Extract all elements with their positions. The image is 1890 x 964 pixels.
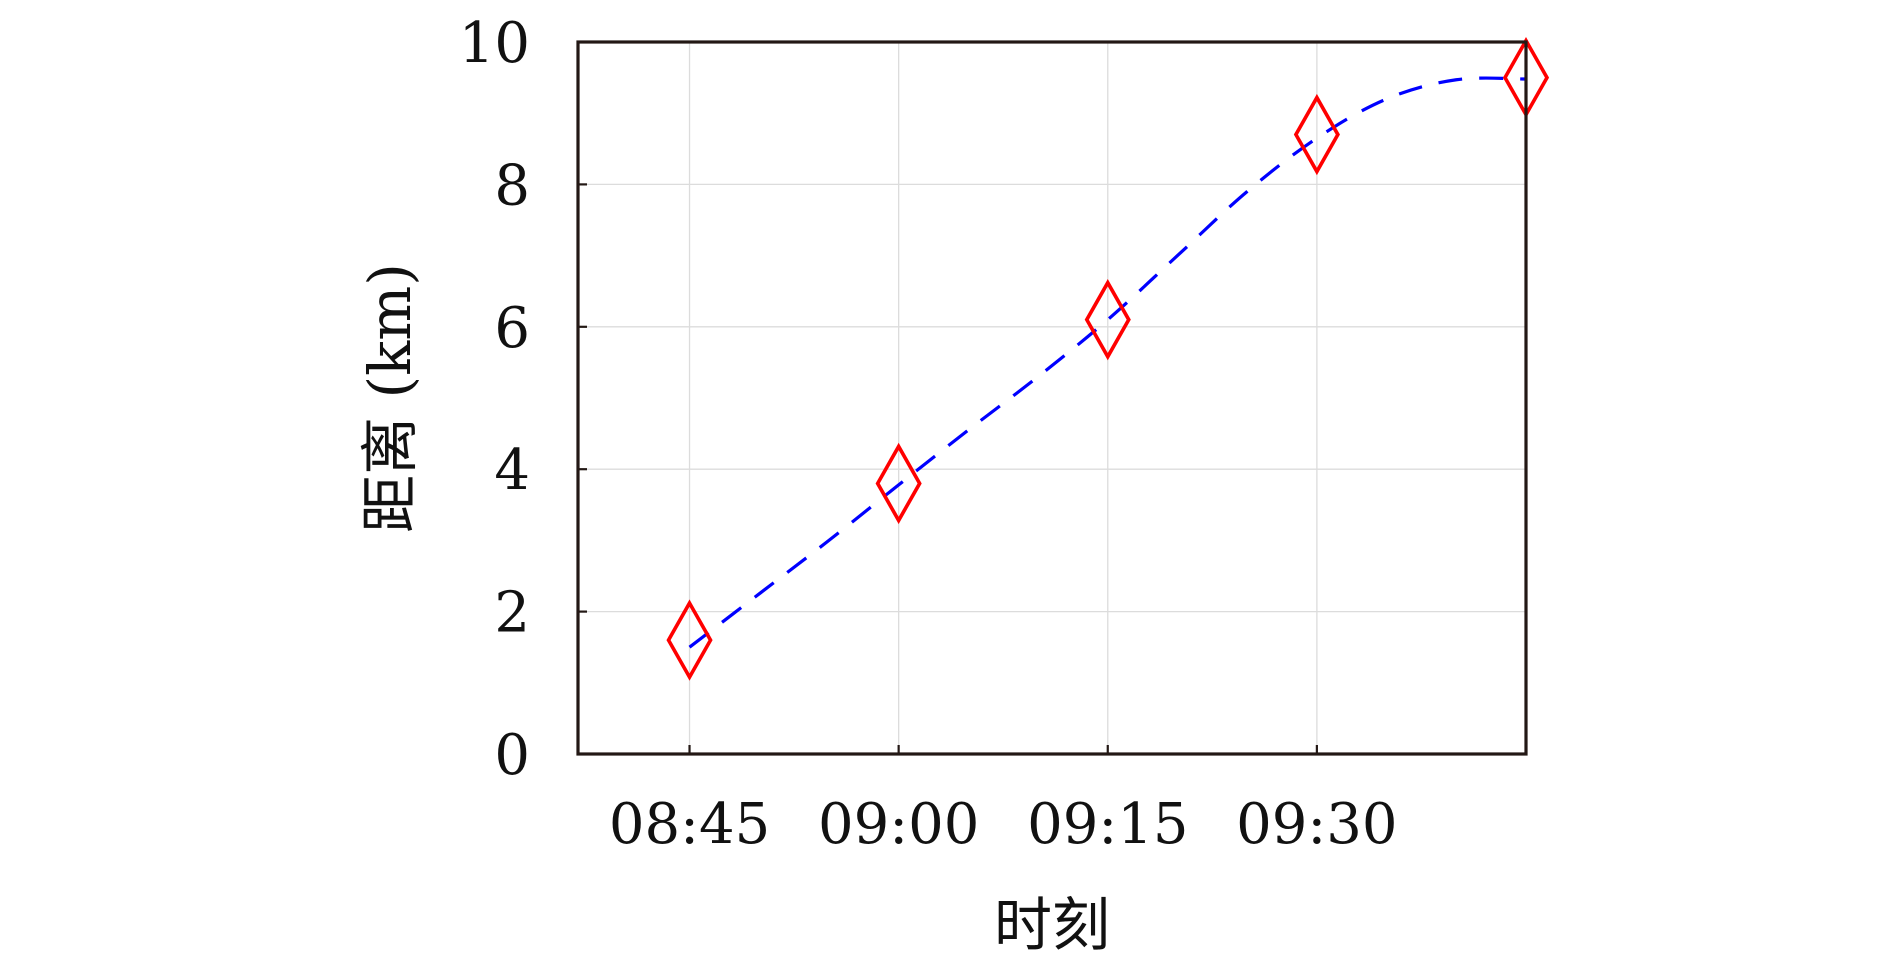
y-tick-label: 8 xyxy=(494,153,530,218)
axes-frame xyxy=(576,40,1528,756)
y-tick-label: 2 xyxy=(494,581,530,646)
x-tick-label: 08:45 xyxy=(609,792,770,857)
x-tick-label: 09:00 xyxy=(818,792,979,857)
x-tick-label: 09:15 xyxy=(1027,792,1188,857)
y-tick-label: 4 xyxy=(494,438,530,503)
diamond-data-marker xyxy=(875,442,922,525)
diamond-data-marker xyxy=(666,599,713,681)
plot-frame xyxy=(576,40,1528,756)
x-axis-label: 时刻 xyxy=(994,891,1110,959)
y-axis-label: 距离 (km) xyxy=(356,263,424,533)
x-tick-label: 09:30 xyxy=(1236,792,1397,857)
fit-curve-line xyxy=(688,76,1527,649)
y-tick-label: 10 xyxy=(459,11,530,76)
diamond-data-marker xyxy=(1084,279,1131,361)
tick-labels: 08:45 09:00 09:15 09:30 0 2 4 6 8 10 xyxy=(459,11,1398,857)
y-tick-label: 6 xyxy=(494,296,530,361)
diamond-data-marker xyxy=(1293,93,1340,176)
fit-curve-layer xyxy=(688,76,1527,649)
y-tick-label: 0 xyxy=(494,723,530,788)
